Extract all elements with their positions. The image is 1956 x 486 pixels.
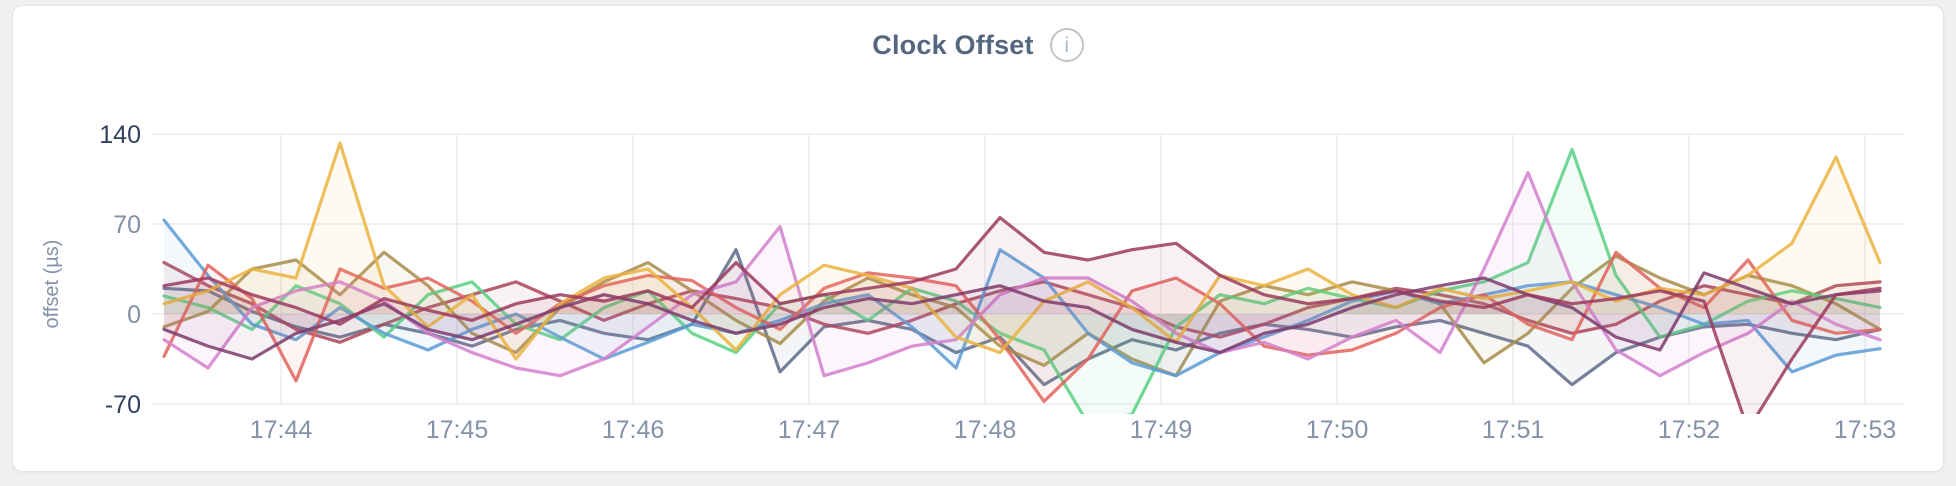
series-khaki-area [164, 252, 1880, 376]
series-maroon-line [162, 215, 1882, 414]
series-plum-area [164, 272, 1880, 359]
x-tick-label: 17:47 [778, 416, 841, 444]
series-gold-line [162, 141, 1882, 361]
series-blue-line [162, 218, 1882, 378]
y-tick-label: 0 [127, 301, 141, 329]
series-green-area [164, 149, 1880, 414]
x-tick-label: 17:52 [1658, 416, 1721, 444]
y-tick-label: 140 [99, 121, 141, 149]
info-icon[interactable]: i [1049, 28, 1084, 62]
x-tick-label: 17:50 [1306, 416, 1369, 444]
series-slate-area [164, 249, 1880, 385]
card-header: Clock Offset i [13, 28, 1943, 62]
series-salmon-line [162, 250, 1882, 404]
series-lines [162, 141, 1882, 414]
series-maroon-area [164, 217, 1880, 414]
series-orchid-line [162, 170, 1882, 378]
x-tick-label: 17:48 [954, 416, 1017, 444]
clock-offset-chart[interactable]: 140 70 0 -70 17:44 17:45 17:46 17:47 17:48 17:49 1… [13, 6, 1945, 471]
chart-title: Clock Offset [872, 29, 1034, 60]
series-plum-line [162, 271, 1882, 361]
y-axis-title: offset (µs) [41, 240, 63, 329]
series-blue-area [164, 220, 1880, 376]
x-tick-label: 17:45 [426, 416, 489, 444]
y-tick-label: -70 [105, 391, 141, 419]
y-tick-label: 70 [113, 211, 141, 239]
series-gold-area [164, 143, 1880, 359]
x-tick-label: 17:44 [250, 416, 313, 444]
x-tick-label: 17:46 [602, 416, 665, 444]
clock-offset-card: Clock Offset i 140 70 0 -70 17:44 17:45 17:46 1… [12, 5, 1944, 472]
x-tick-label: 17:51 [1482, 416, 1545, 444]
x-tick-label: 17:49 [1130, 416, 1193, 444]
series-burgundy-area [164, 262, 1880, 343]
series-orchid-area [164, 172, 1880, 376]
x-tick-label: 17:53 [1834, 416, 1897, 444]
